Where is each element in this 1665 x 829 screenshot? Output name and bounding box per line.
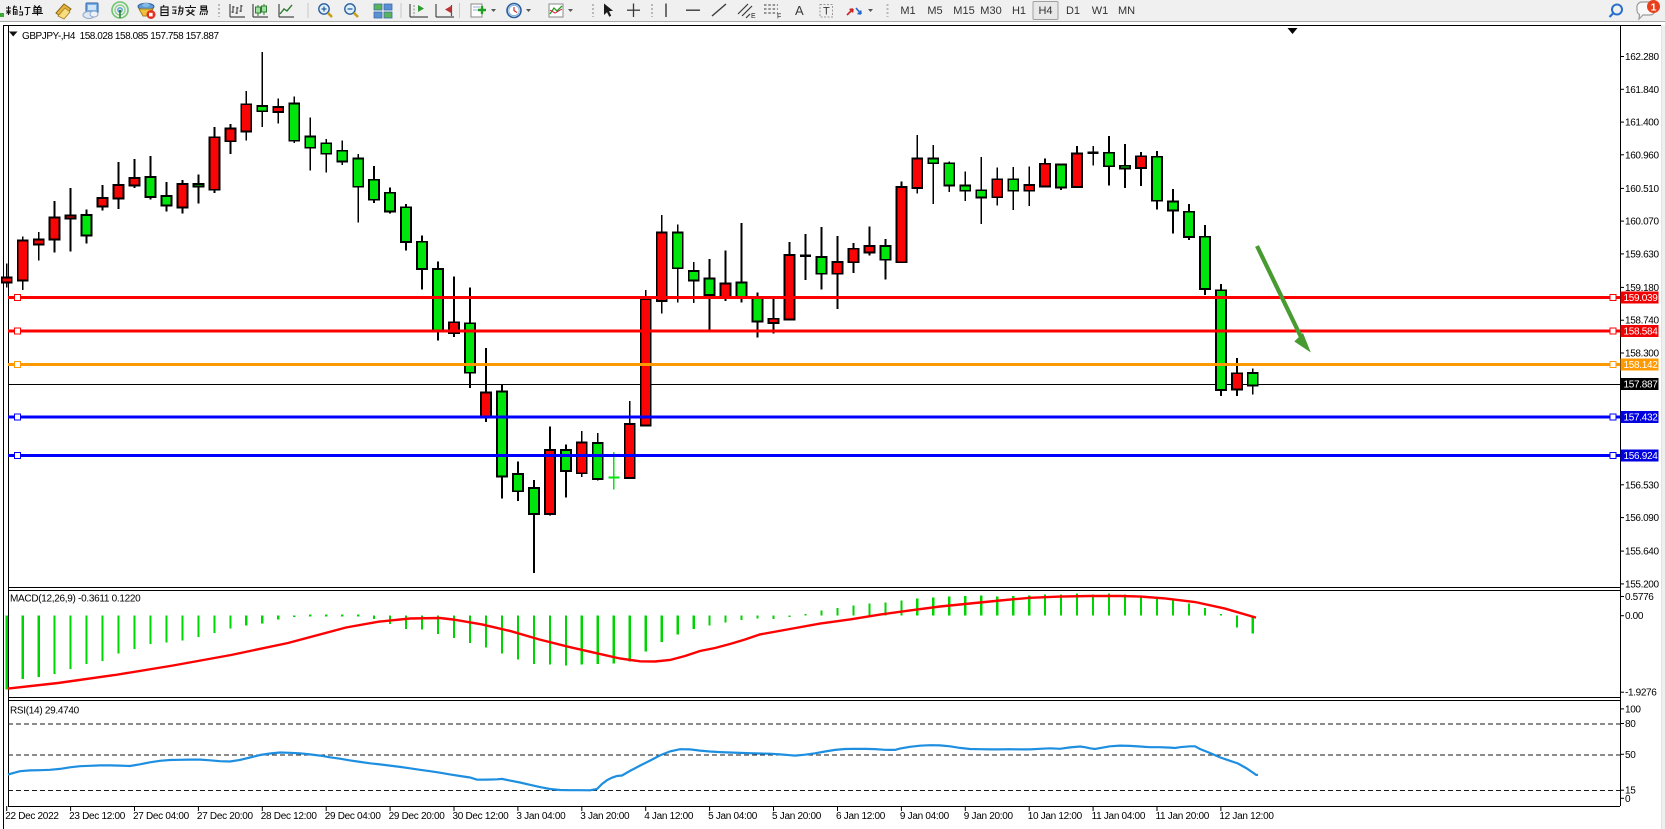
- svg-text:10 Jan 12:00: 10 Jan 12:00: [1028, 811, 1083, 822]
- svg-text:5 Jan 20:00: 5 Jan 20:00: [772, 811, 822, 822]
- svg-text:162.280: 162.280: [1625, 52, 1659, 63]
- svg-text:158.142: 158.142: [1624, 360, 1659, 371]
- svg-text:4 Jan 12:00: 4 Jan 12:00: [644, 811, 694, 822]
- svg-text:D1: D1: [1066, 5, 1080, 17]
- svg-text:6 Jan 12:00: 6 Jan 12:00: [836, 811, 886, 822]
- svg-text:27 Dec 04:00: 27 Dec 04:00: [133, 811, 190, 822]
- svg-text:15: 15: [1625, 786, 1636, 797]
- svg-text:RSI(14) 29.4740: RSI(14) 29.4740: [10, 706, 80, 717]
- svg-text:156.530: 156.530: [1625, 480, 1659, 491]
- svg-text:160.960: 160.960: [1625, 150, 1659, 161]
- svg-text:-1.9276: -1.9276: [1625, 688, 1657, 699]
- svg-text:158.740: 158.740: [1625, 316, 1659, 327]
- svg-text:A: A: [795, 3, 804, 18]
- svg-text:M1: M1: [900, 5, 915, 17]
- svg-text:156.090: 156.090: [1625, 513, 1659, 524]
- svg-text:F: F: [777, 14, 781, 21]
- svg-text:12 Jan 12:00: 12 Jan 12:00: [1219, 811, 1274, 822]
- svg-text:158.300: 158.300: [1625, 349, 1659, 360]
- svg-text:0.00: 0.00: [1625, 611, 1644, 622]
- svg-text:3 Jan 04:00: 3 Jan 04:00: [516, 811, 566, 822]
- svg-text:M5: M5: [927, 5, 942, 17]
- svg-text:159.039: 159.039: [1624, 293, 1659, 304]
- svg-text:T: T: [823, 6, 830, 18]
- svg-text:159.180: 159.180: [1625, 283, 1659, 294]
- svg-text:11 Jan 04:00: 11 Jan 04:00: [1092, 811, 1146, 822]
- svg-text:MN: MN: [1118, 5, 1135, 17]
- svg-text:E: E: [751, 13, 756, 20]
- svg-text:GBPJPY-,H4 158.028 158.085 15: GBPJPY-,H4 158.028 158.085 157.758 157.8…: [22, 31, 219, 42]
- svg-text:3 Jan 20:00: 3 Jan 20:00: [580, 811, 630, 822]
- svg-text:159.630: 159.630: [1625, 249, 1659, 260]
- svg-text:M15: M15: [953, 5, 974, 17]
- svg-text:MACD(12,26,9) -0.3611 0.1220: MACD(12,26,9) -0.3611 0.1220: [10, 594, 141, 605]
- svg-text:156.924: 156.924: [1624, 451, 1659, 462]
- svg-text:80: 80: [1625, 719, 1636, 730]
- svg-text:0: 0: [1625, 794, 1631, 805]
- svg-text:M30: M30: [980, 5, 1001, 17]
- svg-text:160.070: 160.070: [1625, 217, 1659, 228]
- svg-text:160.510: 160.510: [1625, 184, 1659, 195]
- svg-text:H4: H4: [1038, 5, 1052, 17]
- svg-text:157.887: 157.887: [1624, 380, 1659, 391]
- svg-text:W1: W1: [1092, 5, 1109, 17]
- svg-text:29 Dec 04:00: 29 Dec 04:00: [325, 811, 382, 822]
- svg-text:161.400: 161.400: [1625, 118, 1659, 129]
- svg-text:28 Dec 12:00: 28 Dec 12:00: [261, 811, 318, 822]
- svg-text:22 Dec 2022: 22 Dec 2022: [5, 811, 59, 822]
- svg-text:23 Dec 12:00: 23 Dec 12:00: [69, 811, 126, 822]
- svg-text:161.840: 161.840: [1625, 85, 1659, 96]
- svg-text:9 Jan 04:00: 9 Jan 04:00: [900, 811, 950, 822]
- svg-text:11 Jan 20:00: 11 Jan 20:00: [1156, 811, 1210, 822]
- svg-text:155.200: 155.200: [1625, 579, 1659, 590]
- svg-text:27 Dec 20:00: 27 Dec 20:00: [197, 811, 254, 822]
- svg-text:9 Jan 20:00: 9 Jan 20:00: [964, 811, 1014, 822]
- svg-text:157.432: 157.432: [1624, 413, 1659, 424]
- svg-text:50: 50: [1625, 750, 1636, 761]
- svg-text:30 Dec 12:00: 30 Dec 12:00: [453, 811, 510, 822]
- svg-text:155.640: 155.640: [1625, 547, 1659, 558]
- svg-text:5 Jan 04:00: 5 Jan 04:00: [708, 811, 758, 822]
- svg-text:100: 100: [1625, 704, 1641, 715]
- svg-text:1: 1: [1651, 2, 1657, 14]
- svg-text:H1: H1: [1012, 5, 1026, 17]
- svg-text:0.5776: 0.5776: [1625, 592, 1654, 603]
- svg-text:158.584: 158.584: [1624, 327, 1659, 338]
- svg-text:29 Dec 20:00: 29 Dec 20:00: [389, 811, 446, 822]
